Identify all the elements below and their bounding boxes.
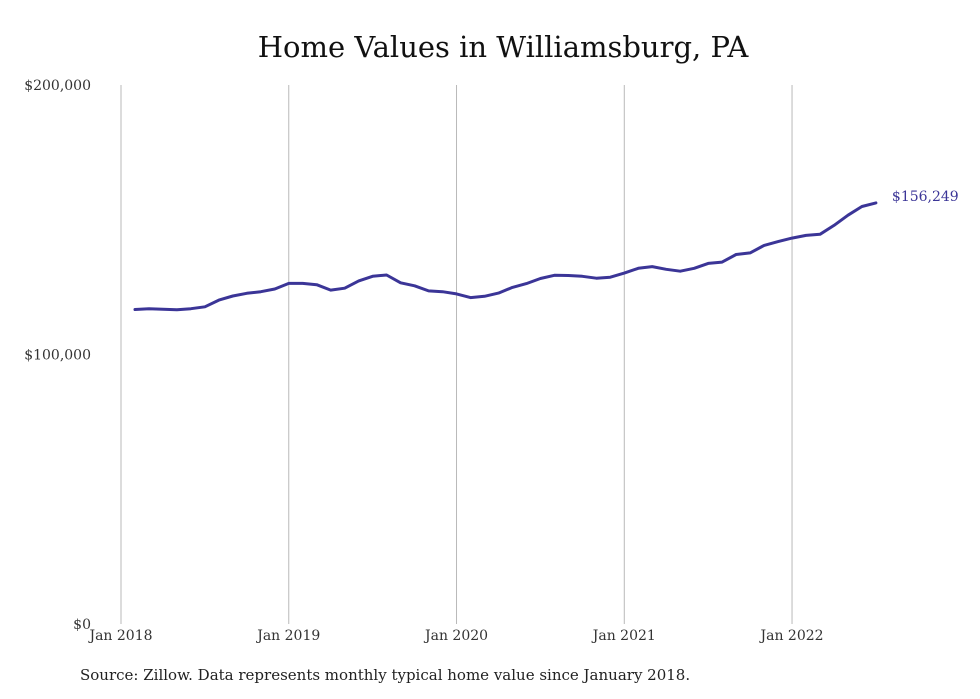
data-labels: $156,249	[892, 189, 959, 205]
x-tick-label: Jan 2018	[87, 628, 152, 644]
y-tick-label: $0	[73, 617, 91, 633]
x-axis-ticks: Jan 2018 Jan 2019 Jan 2020 Jan 2021 Jan 2022	[87, 628, 823, 644]
chart-title: Home Values in Williamsburg, PA	[257, 30, 749, 64]
series-layer	[133, 201, 878, 312]
x-tick-label: Jan 2020	[423, 628, 488, 644]
x-tick-label: Jan 2022	[759, 628, 824, 644]
x-tick-label: Jan 2019	[255, 628, 320, 644]
x-tick-label: Jan 2021	[591, 628, 656, 644]
gridlines	[120, 85, 793, 624]
end-value-label: $156,249	[892, 189, 959, 205]
y-tick-label: $200,000	[24, 78, 91, 94]
series-line	[133, 201, 878, 312]
y-tick-label: $100,000	[24, 348, 91, 364]
source-note: Source: Zillow. Data represents monthly …	[80, 666, 691, 684]
y-axis-ticks: $0 $100,000 $200,000	[24, 78, 91, 633]
